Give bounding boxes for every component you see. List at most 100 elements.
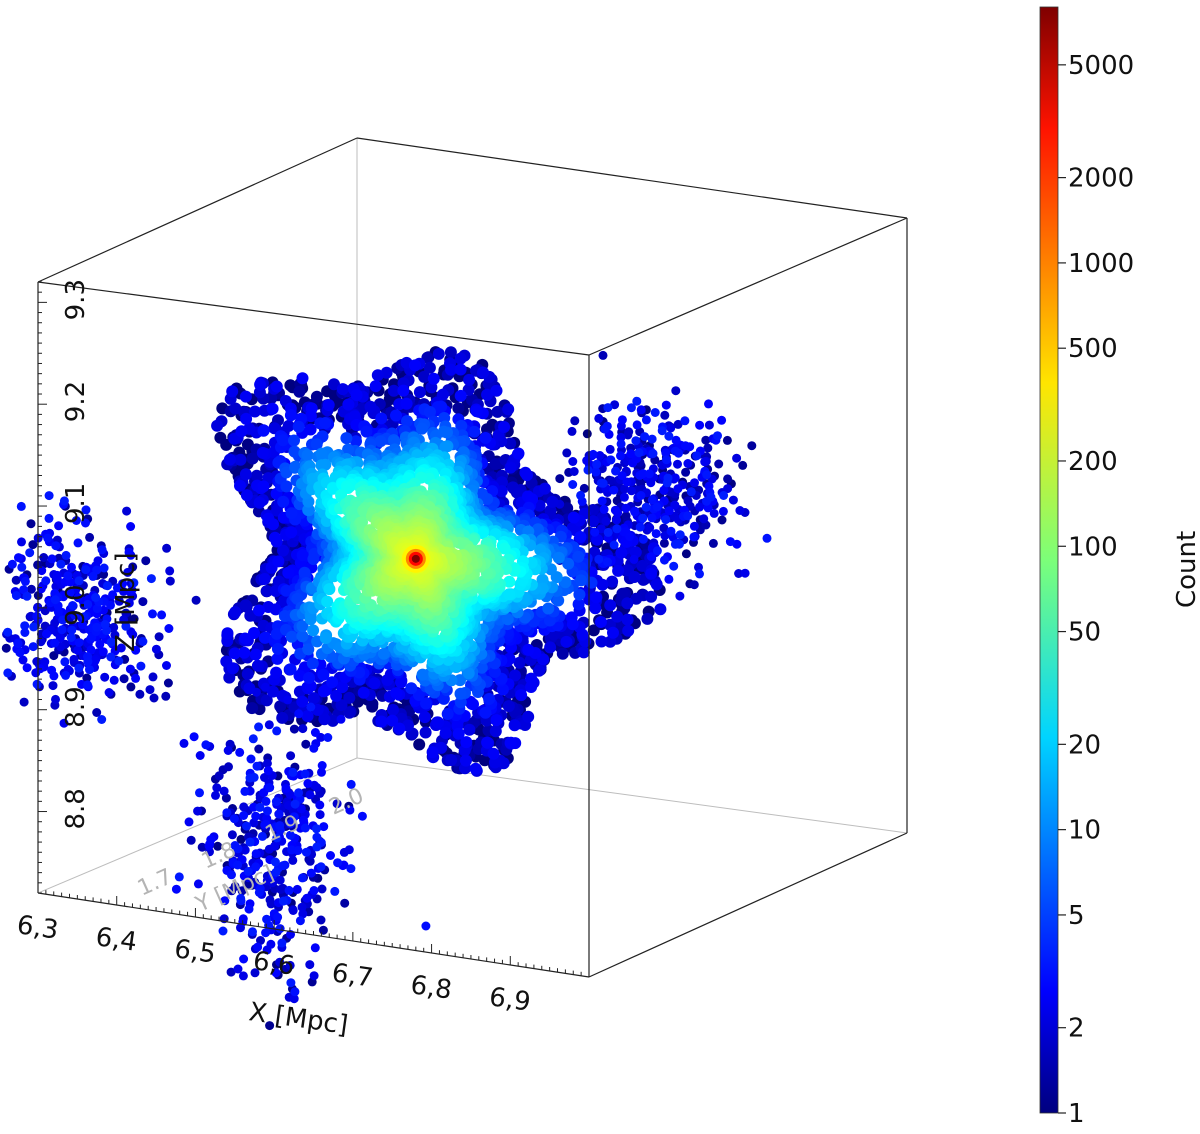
data-point <box>673 419 683 429</box>
data-point <box>620 484 630 494</box>
data-point <box>336 383 349 396</box>
data-point <box>508 719 521 732</box>
data-point <box>621 613 634 626</box>
data-point <box>594 616 607 628</box>
data-point <box>659 538 669 548</box>
data-point <box>69 654 79 664</box>
data-point <box>597 496 607 506</box>
data-point <box>432 347 445 360</box>
data-point <box>607 626 619 639</box>
data-point <box>421 921 431 931</box>
data-point <box>239 599 252 612</box>
data-point <box>397 384 410 397</box>
data-point <box>513 656 526 669</box>
data-point <box>92 622 102 632</box>
data-point <box>284 409 297 422</box>
data-point <box>276 711 289 724</box>
data-point <box>239 468 252 481</box>
data-point <box>713 431 722 441</box>
data-point <box>454 352 467 365</box>
data-point <box>267 878 277 888</box>
data-point <box>141 556 151 566</box>
data-point <box>623 430 633 440</box>
data-point <box>610 505 620 515</box>
data-point <box>747 441 757 451</box>
data-point <box>165 576 175 586</box>
data-point <box>298 566 311 579</box>
data-point <box>109 622 119 632</box>
data-point <box>579 483 589 493</box>
data-point <box>416 422 428 435</box>
data-point <box>692 451 702 461</box>
x-tick-label: 6,8 <box>409 970 454 1005</box>
data-point <box>50 595 60 605</box>
data-point <box>300 769 310 779</box>
data-point <box>576 628 589 641</box>
data-point <box>695 502 705 512</box>
data-point <box>74 576 84 586</box>
data-point <box>236 834 246 844</box>
data-point <box>269 531 281 544</box>
data-point <box>295 916 305 926</box>
data-point <box>301 847 311 857</box>
data-point <box>621 597 634 610</box>
data-point <box>179 738 189 748</box>
data-point <box>288 434 300 447</box>
data-point <box>525 672 538 685</box>
data-point <box>357 686 370 699</box>
data-point <box>223 746 233 755</box>
data-point <box>401 415 413 428</box>
data-point <box>663 473 673 483</box>
data-point <box>222 808 232 818</box>
data-point <box>206 835 216 845</box>
data-point <box>435 400 448 413</box>
scatter-points <box>1 346 772 1031</box>
data-point <box>262 759 272 768</box>
data-point <box>47 554 57 564</box>
colorbar-title: Count <box>1172 531 1200 608</box>
data-point <box>634 448 644 458</box>
data-point <box>249 648 262 661</box>
data-point <box>163 678 173 688</box>
data-point <box>61 550 71 560</box>
data-point <box>616 587 629 600</box>
data-point <box>42 629 51 639</box>
data-point <box>611 466 621 476</box>
data-point <box>49 671 59 681</box>
data-point <box>703 443 713 453</box>
data-point <box>162 543 172 553</box>
data-point <box>248 927 257 937</box>
data-point <box>257 424 270 437</box>
data-point <box>164 624 174 633</box>
data-point <box>587 515 600 528</box>
data-point <box>318 925 328 935</box>
data-point <box>254 722 264 732</box>
data-point <box>25 548 35 558</box>
data-point <box>109 675 119 685</box>
data-point <box>441 426 453 439</box>
data-point <box>219 786 229 796</box>
data-point <box>599 504 609 514</box>
data-point <box>606 575 619 588</box>
data-point <box>29 622 39 632</box>
colorbar-tick-label: 20 <box>1068 730 1101 760</box>
data-point <box>255 802 265 812</box>
data-point <box>3 627 13 637</box>
data-point <box>278 861 288 871</box>
data-point <box>375 412 388 425</box>
data-point <box>193 879 203 889</box>
data-point <box>226 967 236 977</box>
data-point <box>48 681 58 691</box>
data-point <box>60 657 70 667</box>
data-point <box>423 361 436 374</box>
data-point <box>469 762 482 775</box>
data-point <box>622 624 635 637</box>
data-point <box>257 480 270 493</box>
data-point <box>303 671 315 684</box>
data-point <box>246 452 259 465</box>
data-point <box>131 673 141 683</box>
data-point <box>272 726 282 736</box>
data-point <box>235 747 245 757</box>
data-point <box>126 522 136 531</box>
data-point <box>411 554 420 563</box>
